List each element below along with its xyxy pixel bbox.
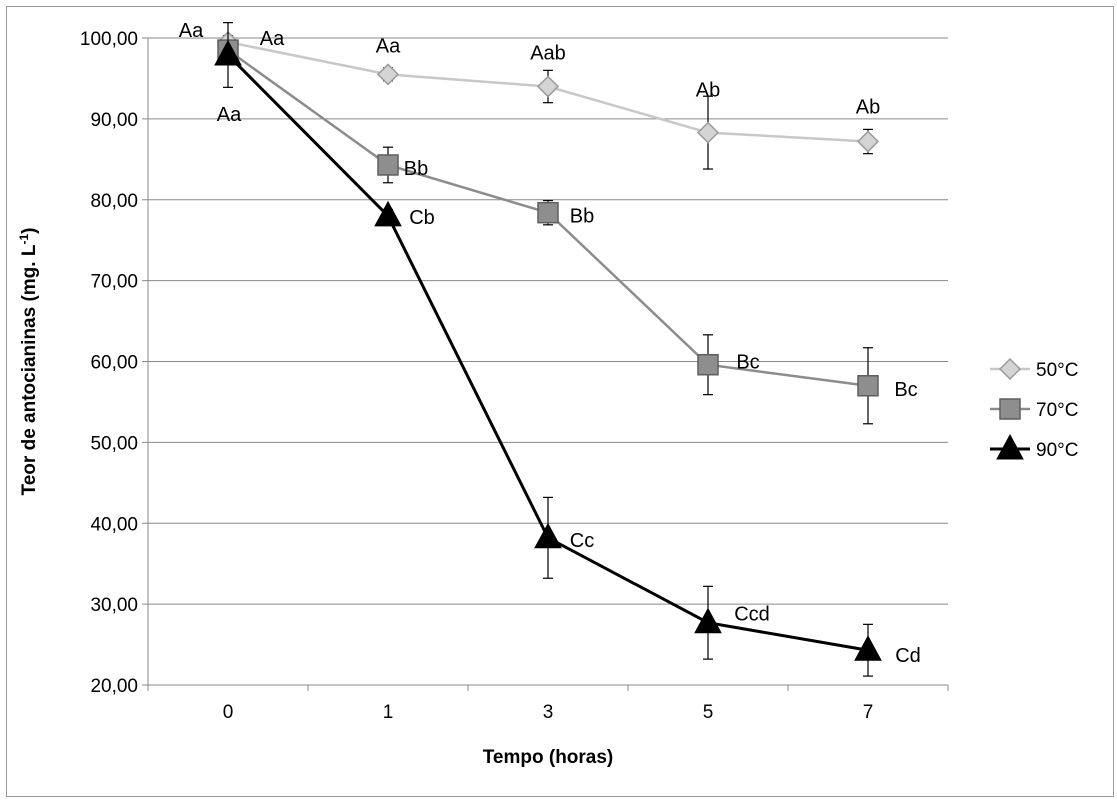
legend: 50°C 70°C 90°C xyxy=(990,357,1078,461)
point-label: Cc xyxy=(570,530,594,552)
point-label: Aa xyxy=(179,20,204,42)
data-point-square xyxy=(857,375,879,397)
point-label: Cb xyxy=(409,207,435,229)
data-point-square xyxy=(537,201,559,224)
y-tick-label: 100,00 xyxy=(80,29,138,50)
x-tick-label: 1 xyxy=(383,702,394,723)
x-tick-label: 5 xyxy=(703,702,714,723)
data-point-triangle xyxy=(694,607,722,634)
data-point-diamond xyxy=(998,357,1022,381)
legend-label: 70°C xyxy=(1036,400,1078,421)
y-tick-label: 70,00 xyxy=(90,272,138,293)
y-tick-label: 20,00 xyxy=(90,676,138,697)
y-tick-label: 30,00 xyxy=(90,595,138,616)
y-tick-label: 90,00 xyxy=(90,110,138,131)
data-point-diamond xyxy=(536,75,560,98)
data-point-triangle xyxy=(374,200,402,227)
data-point-diamond xyxy=(696,121,720,144)
data-point-square xyxy=(697,353,719,376)
x-tick-label: 0 xyxy=(223,702,234,723)
point-label: Bc xyxy=(736,352,759,374)
data-point-square xyxy=(999,398,1021,420)
point-label: Cd xyxy=(895,645,921,667)
y-axis-title-close: ) xyxy=(19,228,40,234)
point-annotations: Aa Aa Aab Ab Ab Aa Bb Bb Bc Bc Aa Cb Cc Ccd Cd xyxy=(179,20,921,667)
data-point-triangle xyxy=(854,635,882,661)
point-label: Aa xyxy=(217,104,242,126)
chart-frame: 20,00 30,00 40,00 50,00 60,00 70,00 80,00 90,00… xyxy=(6,6,1114,797)
grid-lines xyxy=(142,37,948,686)
x-axis-title: Tempo (horas) xyxy=(483,747,614,768)
series-layer xyxy=(214,22,882,677)
data-point-triangle xyxy=(996,433,1024,460)
point-label: Bb xyxy=(570,206,594,228)
data-point-diamond xyxy=(856,130,880,153)
point-label: Ab xyxy=(856,97,880,119)
point-label: Ccd xyxy=(734,604,770,626)
data-point-triangle xyxy=(214,39,242,66)
y-axis-title: Teor de antocianinas (mg. L-1) xyxy=(17,228,40,496)
point-label: Ab xyxy=(696,80,720,102)
y-tick-label: 60,00 xyxy=(90,353,138,374)
data-point-diamond xyxy=(376,63,400,86)
x-axis: 0 1 3 5 7 xyxy=(147,685,949,723)
line-chart: 20,00 30,00 40,00 50,00 60,00 70,00 80,00 90,00… xyxy=(17,20,1078,768)
point-label: Aab xyxy=(530,43,566,65)
legend-item: 50°C xyxy=(990,357,1078,381)
y-axis-ticks: 20,00 30,00 40,00 50,00 60,00 70,00 80,00 90,00… xyxy=(80,29,138,697)
point-label: Bc xyxy=(894,379,917,401)
y-tick-label: 50,00 xyxy=(90,433,138,454)
point-label: Aa xyxy=(260,28,285,50)
legend-item: 70°C xyxy=(990,398,1078,421)
legend-label: 50°C xyxy=(1036,360,1078,381)
x-tick-label: 3 xyxy=(543,702,554,723)
data-point-square xyxy=(377,154,399,176)
y-axis-title-sup: -1 xyxy=(17,234,31,245)
point-label: Aa xyxy=(376,35,401,57)
point-label: Bb xyxy=(404,158,428,180)
y-axis-title-main: Teor de antocianinas (mg. L xyxy=(19,244,40,495)
x-tick-label: 7 xyxy=(863,702,874,723)
data-point-triangle xyxy=(534,522,562,549)
y-tick-label: 80,00 xyxy=(90,191,138,212)
legend-item: 90°C xyxy=(990,433,1078,461)
series-2 xyxy=(214,22,882,677)
legend-label: 90°C xyxy=(1036,440,1078,461)
y-tick-label: 40,00 xyxy=(90,514,138,535)
